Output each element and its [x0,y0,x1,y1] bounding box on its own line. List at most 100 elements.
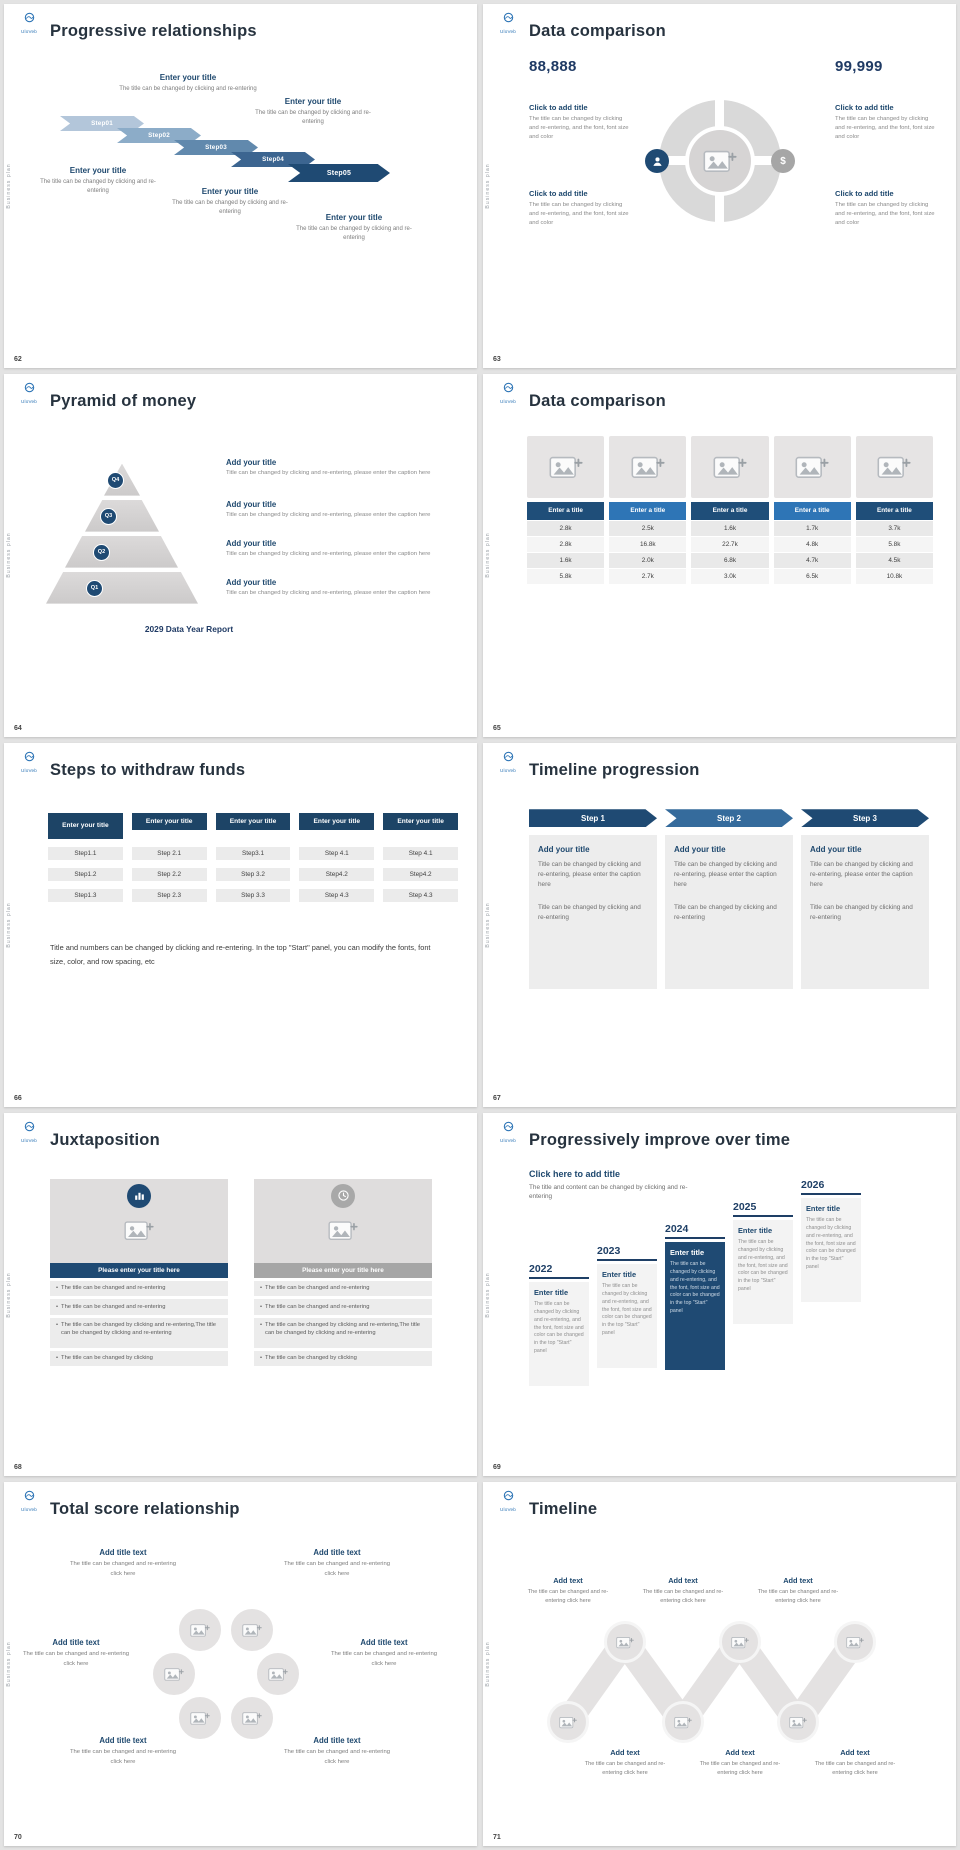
brand-logo: UloVeb [496,749,520,773]
table-header: Enter a title [773,501,851,520]
slide-64-pyramid-of-money[interactable]: UloVeb Business plan Pyramid of money Q4… [4,373,477,738]
table-cell: 3.0k [691,568,769,584]
panel-desc: Title can be changed by clicking and re-… [674,903,777,921]
block-desc: The title can be changed and re-entering… [642,1589,724,1605]
column-header-wrap: Enter your title [48,813,123,840]
step-column: Enter your title Step3.1 Step 3.2 Step 3… [215,813,291,903]
item-title: Add your title [226,538,277,548]
panel-desc: Title can be changed by clicking and re-… [674,861,777,889]
comparison-card-left: Please enter your title here The title c… [50,1178,228,1366]
stat-value-right: 99,999 [835,58,883,75]
table-cell: 5.8k [527,568,605,584]
year-title: Enter title [602,1270,637,1280]
panel-title: Add your title [674,845,726,855]
text-block: Enter your title The title can be changed… [38,166,158,197]
slide-66-steps-to-withdraw-funds[interactable]: UloVeb Business plan Steps to withdraw f… [4,743,477,1107]
instruction-note: Title and numbers can be changed by clic… [50,943,431,966]
sidebar-label: Business plan [6,1641,12,1687]
text-block: Add text The title can be changed and re-… [635,1576,731,1605]
chart-badge [127,1183,151,1208]
card-banner: Please enter your title here [50,1262,228,1278]
step-column: Enter your title Step 4.1 Step4.2 Step 4… [299,813,375,903]
slide-title: Timeline [529,1500,598,1519]
step-box: Step3.1 [215,847,291,861]
table-cell: 2.5k [609,520,687,536]
page-number: 62 [14,355,22,363]
slide-title: Steps to withdraw funds [50,761,246,780]
text-block: Add title text The title can be changed a… [67,1548,179,1578]
block-desc: The title can be changed and re-entering… [22,1651,130,1667]
slide-68-juxtaposition[interactable]: UloVeb Business plan Juxtaposition Pleas… [4,1112,477,1477]
step-box: Step 3.3 [215,889,291,903]
sidebar-label: Business plan [485,902,491,948]
image-placeholder-icon [547,1701,589,1744]
year-desc: The title can be changed by clicking and… [670,1261,720,1315]
year-rule [597,1258,657,1262]
text-block: Click to add title The title can be chang… [835,189,939,228]
block-desc: The title can be changed and re-entering… [283,1561,391,1577]
image-placeholder-icon [691,435,769,498]
text-block: Enter your title The title can be changed… [254,97,372,128]
brand-logo: UloVeb [17,749,41,773]
text-block: Click to add title The title can be chang… [835,103,939,142]
brand-logo: UloVeb [496,1488,520,1512]
logo-icon [503,1119,514,1137]
year-rule [801,1192,861,1196]
brand-logo: UloVeb [17,380,41,404]
text-block: Add title text The title can be changed a… [281,1548,393,1578]
level-badge: Q3 [100,507,117,525]
block-title: Click to add title [529,189,588,198]
list-item: Add your title Title can be changed by cl… [226,500,458,520]
table-cell: 4.8k [773,536,851,552]
block-title: Enter your title [159,73,217,82]
slide-71-timeline[interactable]: UloVeb Business plan Timeline Add text Th… [483,1482,956,1846]
image-placeholder-icon [719,1621,761,1664]
block-desc: The title can be changed and re-entering… [699,1761,781,1777]
section-subtitle: Click here to add title [529,1168,621,1179]
step-banner: Step 2 [665,809,793,828]
text-block: Add text The title can be changed and re-… [750,1576,846,1605]
table-header: Enter a title [691,501,769,520]
report-caption: 2029 Data Year Report [144,623,234,634]
image-placeholder-icon [229,1607,275,1654]
slide-65-data-comparison-table[interactable]: UloVeb Business plan Data comparison Ent… [483,373,956,738]
pyramid-tier-4 [46,571,198,604]
step-label: Step05 [326,169,352,177]
bullet-row: The title can be changed by clicking [254,1350,432,1366]
block-title: Click to add title [835,189,894,198]
year-title: Enter title [670,1248,705,1258]
block-title: Add text [553,1576,583,1586]
year-column-2026: 2026 Enter title The title can be changed… [801,1179,861,1303]
image-placeholder-icon [151,1651,197,1698]
block-desc: The title can be changed and re-entering… [527,1589,609,1605]
item-desc: Title can be changed by clicking and re-… [226,589,431,596]
comparison-card-right: Please enter your title here The title c… [254,1178,432,1366]
image-placeholder-icon [527,435,605,498]
slide-62-progressive-relationships[interactable]: UloVeb Business plan Progressive relatio… [4,4,477,368]
block-title: Add title text [52,1638,100,1648]
year-title: Enter title [806,1204,841,1214]
sidebar-label: Business plan [6,532,12,579]
image-placeholder-icon [177,1695,223,1742]
bullet-row: The title can be changed and re-entering [254,1280,432,1297]
item-desc: Title can be changed by clicking and re-… [226,511,431,518]
slide-title: Total score relationship [50,1500,240,1519]
table-cell: 2.0k [609,552,687,568]
slide-63-data-comparison[interactable]: UloVeb Business plan Data comparison 88,… [483,4,956,368]
text-block: Add title text The title can be changed a… [67,1736,179,1766]
block-title: Add text [610,1748,640,1758]
year-box: Enter title The title can be changed by c… [597,1264,657,1369]
step-column: Enter your title Step 2.1 Step 2.2 Step … [131,813,207,903]
slide-70-total-score-relationship[interactable]: UloVeb Business plan Total score relatio… [4,1482,477,1846]
data-table: Enter a title Enter a title Enter a titl… [527,501,933,584]
slide-69-progressively-improve[interactable]: UloVeb Business plan Progressively impro… [483,1112,956,1477]
image-placeholder-icon [855,435,933,498]
clock-badge [331,1183,355,1208]
slide-67-timeline-progression[interactable]: UloVeb Business plan Timeline progressio… [483,743,956,1107]
step-label: Step02 [148,132,170,139]
brand-logo: UloVeb [17,1119,41,1143]
step-banner: Step 1 [529,809,657,828]
year-desc: The title can be changed by clicking and… [806,1217,856,1271]
image-placeholder-icon [662,1701,704,1744]
image-placeholder-icon [777,1701,819,1744]
